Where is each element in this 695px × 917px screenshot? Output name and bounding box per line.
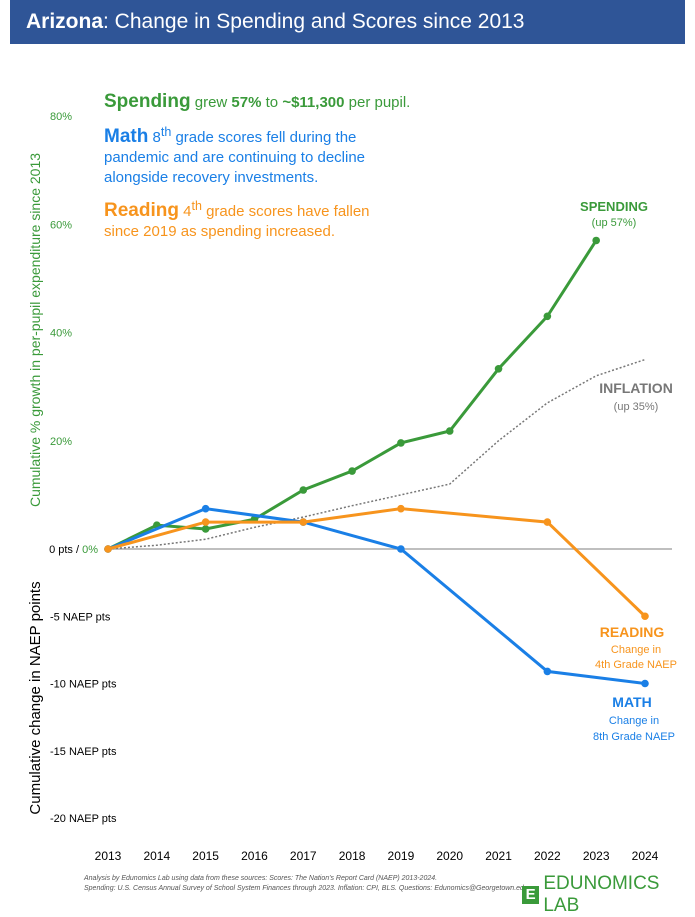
y-axis-title-pct: Cumulative % growth in per-pupil expendi… [27,153,43,507]
pct-tick-label: 20% [50,436,72,448]
series-line-math [107,507,646,685]
x-tick-label: 2016 [241,849,268,863]
pct-tick-label: 80% [50,111,72,123]
math-sub: 8th Grade NAEP [593,731,675,743]
data-point-math [543,667,552,676]
ann-label: Reading [104,200,179,221]
ann-amount: ~$11,300 [282,94,345,111]
data-point-math [201,504,210,513]
ann-label: Spending [104,91,191,112]
inflation-sub: (up 35%) [614,401,659,413]
ann-pct: 57% [231,94,262,111]
ann-text: grade scores fell during the pandemic an… [104,129,366,186]
logo-text: EDUNOMICS LAB [543,873,660,916]
reading-sub: Change in [611,644,661,656]
spending-label: SPENDING [580,199,648,214]
data-point-reading [299,518,308,526]
x-tick-label: 2022 [534,849,561,863]
footer-sources: Analysis by Edunomics Lab using data fro… [84,874,528,894]
inflation-label: INFLATION [599,380,673,396]
data-point-spending [397,439,405,447]
ann-grade: 8 [152,129,161,146]
naep-tick-label: -20 NAEP pts [50,813,117,825]
chart-title: Arizona: Change in Spending and Scores s… [10,0,685,44]
data-point-reading [397,504,405,513]
title-text: : Change in Spending and Scores since 20… [103,10,525,33]
naep-tick-label: -5 NAEP pts [50,611,111,623]
data-point-reading [201,518,210,526]
x-tick-label: 2020 [436,849,463,863]
pct-tick-label: 40% [50,328,72,340]
x-tick-label: 2023 [583,849,610,863]
title-state: Arizona [26,10,104,33]
footer-line: Analysis by Edunomics Lab using data fro… [84,875,438,882]
spending-sub: (up 57%) [592,217,637,229]
zero-tick-label: 0 pts / 0% [49,544,98,556]
edunomics-logo: E EDUNOMICS LAB [522,873,695,917]
data-point-spending [494,364,503,373]
math-label: MATH [612,694,651,710]
x-tick-label: 2015 [192,849,219,863]
reading-sub: 4th Grade NAEP [595,659,677,671]
annotation-reading: Reading 4th grade scores have fallen sin… [104,196,394,242]
data-point-reading [104,545,112,553]
ann-text: to [261,94,283,111]
data-point-spending [445,427,454,435]
ann-label: Math [104,126,149,147]
x-tick-label: 2013 [95,849,122,863]
x-tick-label: 2018 [339,849,366,863]
y-axis-title-naep: Cumulative change in NAEP points [27,581,44,814]
annotation-math: Math 8th grade scores fell during the pa… [104,122,394,188]
naep-tick-label: -10 NAEP pts [50,679,117,691]
footer-line: Spending: U.S. Census Annual Survey of S… [84,885,528,892]
data-point-spending [543,312,552,321]
pct-tick-label: 60% [50,219,72,231]
annotation-spending: Spending grew 57% to ~$11,300 per pupil. [104,92,410,113]
data-point-math [397,545,405,553]
logo-mark: E [522,886,540,904]
data-point-spending [201,525,210,533]
data-point-spending [348,467,356,475]
data-point-spending [592,236,600,245]
data-point-reading [641,612,649,621]
data-point-spending [299,486,308,494]
x-tick-label: 2021 [485,849,512,863]
series-line-reading [107,507,647,618]
series-line-spending [107,239,598,551]
ann-text: grew [190,94,232,111]
ann-sup: th [160,125,172,139]
math-sub: Change in [609,715,659,727]
x-tick-label: 2019 [388,849,415,863]
x-tick-label: 2017 [290,849,317,863]
data-point-math [641,679,649,688]
x-tick-label: 2024 [632,849,659,863]
ann-text: grade scores have fallen since 2019 as s… [104,203,370,240]
reading-label: READING [600,624,665,640]
ann-grade: 4 [183,203,192,220]
data-point-reading [543,518,552,526]
x-tick-label: 2014 [143,849,170,863]
series-line-inflation [107,358,646,550]
ann-text: per pupil. [344,94,411,111]
naep-tick-label: -15 NAEP pts [50,746,117,758]
ann-sup: th [191,199,202,213]
